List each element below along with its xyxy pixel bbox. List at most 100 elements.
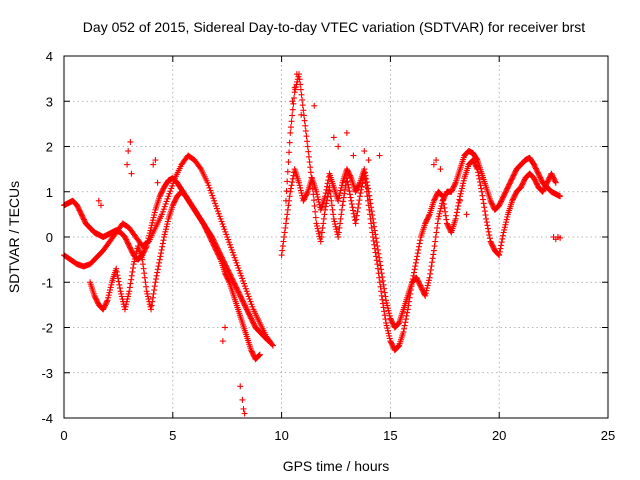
data-point bbox=[422, 220, 429, 227]
data-point bbox=[371, 241, 378, 248]
data-point bbox=[243, 305, 250, 312]
data-point bbox=[233, 284, 240, 291]
data-point bbox=[482, 212, 489, 219]
data-point bbox=[157, 250, 164, 257]
data-point bbox=[299, 96, 306, 103]
data-point bbox=[337, 215, 344, 222]
data-point bbox=[360, 173, 367, 180]
data-point bbox=[365, 202, 372, 209]
data-point bbox=[122, 303, 129, 310]
data-point bbox=[439, 193, 446, 200]
data-point bbox=[481, 208, 488, 215]
data-point bbox=[442, 212, 449, 219]
data-point bbox=[484, 222, 491, 229]
data-point bbox=[502, 189, 509, 196]
data-point bbox=[379, 296, 386, 303]
data-point bbox=[538, 177, 545, 184]
data-point bbox=[322, 203, 329, 210]
data-point bbox=[205, 232, 212, 239]
data-point bbox=[489, 202, 496, 209]
data-point bbox=[349, 204, 356, 211]
data-point bbox=[128, 272, 135, 279]
data-point bbox=[519, 180, 526, 187]
data-point bbox=[207, 187, 214, 194]
data-point bbox=[319, 224, 326, 231]
data-point bbox=[318, 234, 325, 240]
data-point bbox=[471, 159, 478, 166]
data-point bbox=[147, 227, 154, 234]
data-point bbox=[415, 278, 422, 285]
data-point bbox=[498, 198, 505, 205]
data-point bbox=[531, 161, 538, 168]
data-point bbox=[408, 283, 415, 290]
data-point bbox=[249, 318, 256, 325]
data-point bbox=[143, 288, 150, 295]
data-marks bbox=[61, 71, 564, 417]
data-point bbox=[231, 254, 238, 261]
data-point bbox=[279, 247, 286, 254]
data-point bbox=[496, 248, 503, 255]
data-point bbox=[501, 191, 508, 198]
data-point bbox=[503, 186, 510, 193]
data-point bbox=[200, 221, 207, 228]
data-point bbox=[249, 349, 256, 356]
data-point bbox=[213, 205, 220, 212]
data-point bbox=[129, 268, 136, 275]
data-point bbox=[151, 209, 158, 216]
data-point bbox=[128, 276, 135, 283]
data-point bbox=[519, 181, 526, 188]
data-point bbox=[509, 175, 516, 182]
data-point bbox=[346, 172, 353, 179]
data-point bbox=[478, 185, 485, 192]
data-point bbox=[384, 305, 391, 312]
data-point bbox=[430, 197, 437, 204]
data-point bbox=[208, 238, 215, 245]
data-point bbox=[388, 316, 395, 323]
data-point bbox=[470, 157, 477, 164]
data-point bbox=[363, 184, 370, 191]
data-point bbox=[213, 248, 220, 255]
data-point bbox=[113, 268, 120, 275]
data-point bbox=[100, 305, 107, 312]
data-point bbox=[345, 170, 352, 177]
data-point bbox=[374, 265, 381, 272]
data-point bbox=[431, 243, 438, 250]
data-point bbox=[366, 206, 373, 213]
data-point bbox=[264, 337, 271, 344]
data-point bbox=[206, 233, 213, 240]
data-point bbox=[160, 206, 167, 213]
data-point bbox=[141, 248, 148, 255]
data-point bbox=[288, 118, 295, 125]
data-point bbox=[503, 188, 510, 195]
data-point bbox=[246, 296, 253, 303]
data-point bbox=[159, 208, 166, 215]
data-point bbox=[485, 228, 492, 235]
data-point bbox=[509, 197, 516, 204]
data-point bbox=[223, 265, 230, 272]
data-point bbox=[335, 195, 342, 202]
data-point bbox=[154, 266, 161, 273]
data-point bbox=[313, 188, 320, 195]
data-point bbox=[92, 295, 99, 302]
data-point bbox=[92, 294, 99, 301]
data-point bbox=[91, 292, 98, 299]
data-point bbox=[239, 297, 246, 304]
data-point bbox=[75, 204, 82, 211]
data-point bbox=[499, 195, 506, 202]
data-point bbox=[367, 215, 374, 222]
data-point bbox=[169, 202, 176, 209]
data-point bbox=[363, 188, 370, 195]
data-point bbox=[225, 277, 232, 284]
data-point bbox=[212, 244, 219, 251]
data-point bbox=[248, 301, 255, 308]
data-point bbox=[450, 184, 457, 191]
data-point bbox=[376, 274, 383, 281]
data-point bbox=[381, 289, 388, 296]
data-point bbox=[332, 223, 339, 230]
data-point bbox=[151, 287, 158, 294]
data-point bbox=[381, 308, 388, 315]
data-point bbox=[429, 259, 436, 266]
data-point bbox=[421, 291, 428, 298]
data-point bbox=[161, 203, 168, 210]
data-point bbox=[126, 243, 133, 250]
